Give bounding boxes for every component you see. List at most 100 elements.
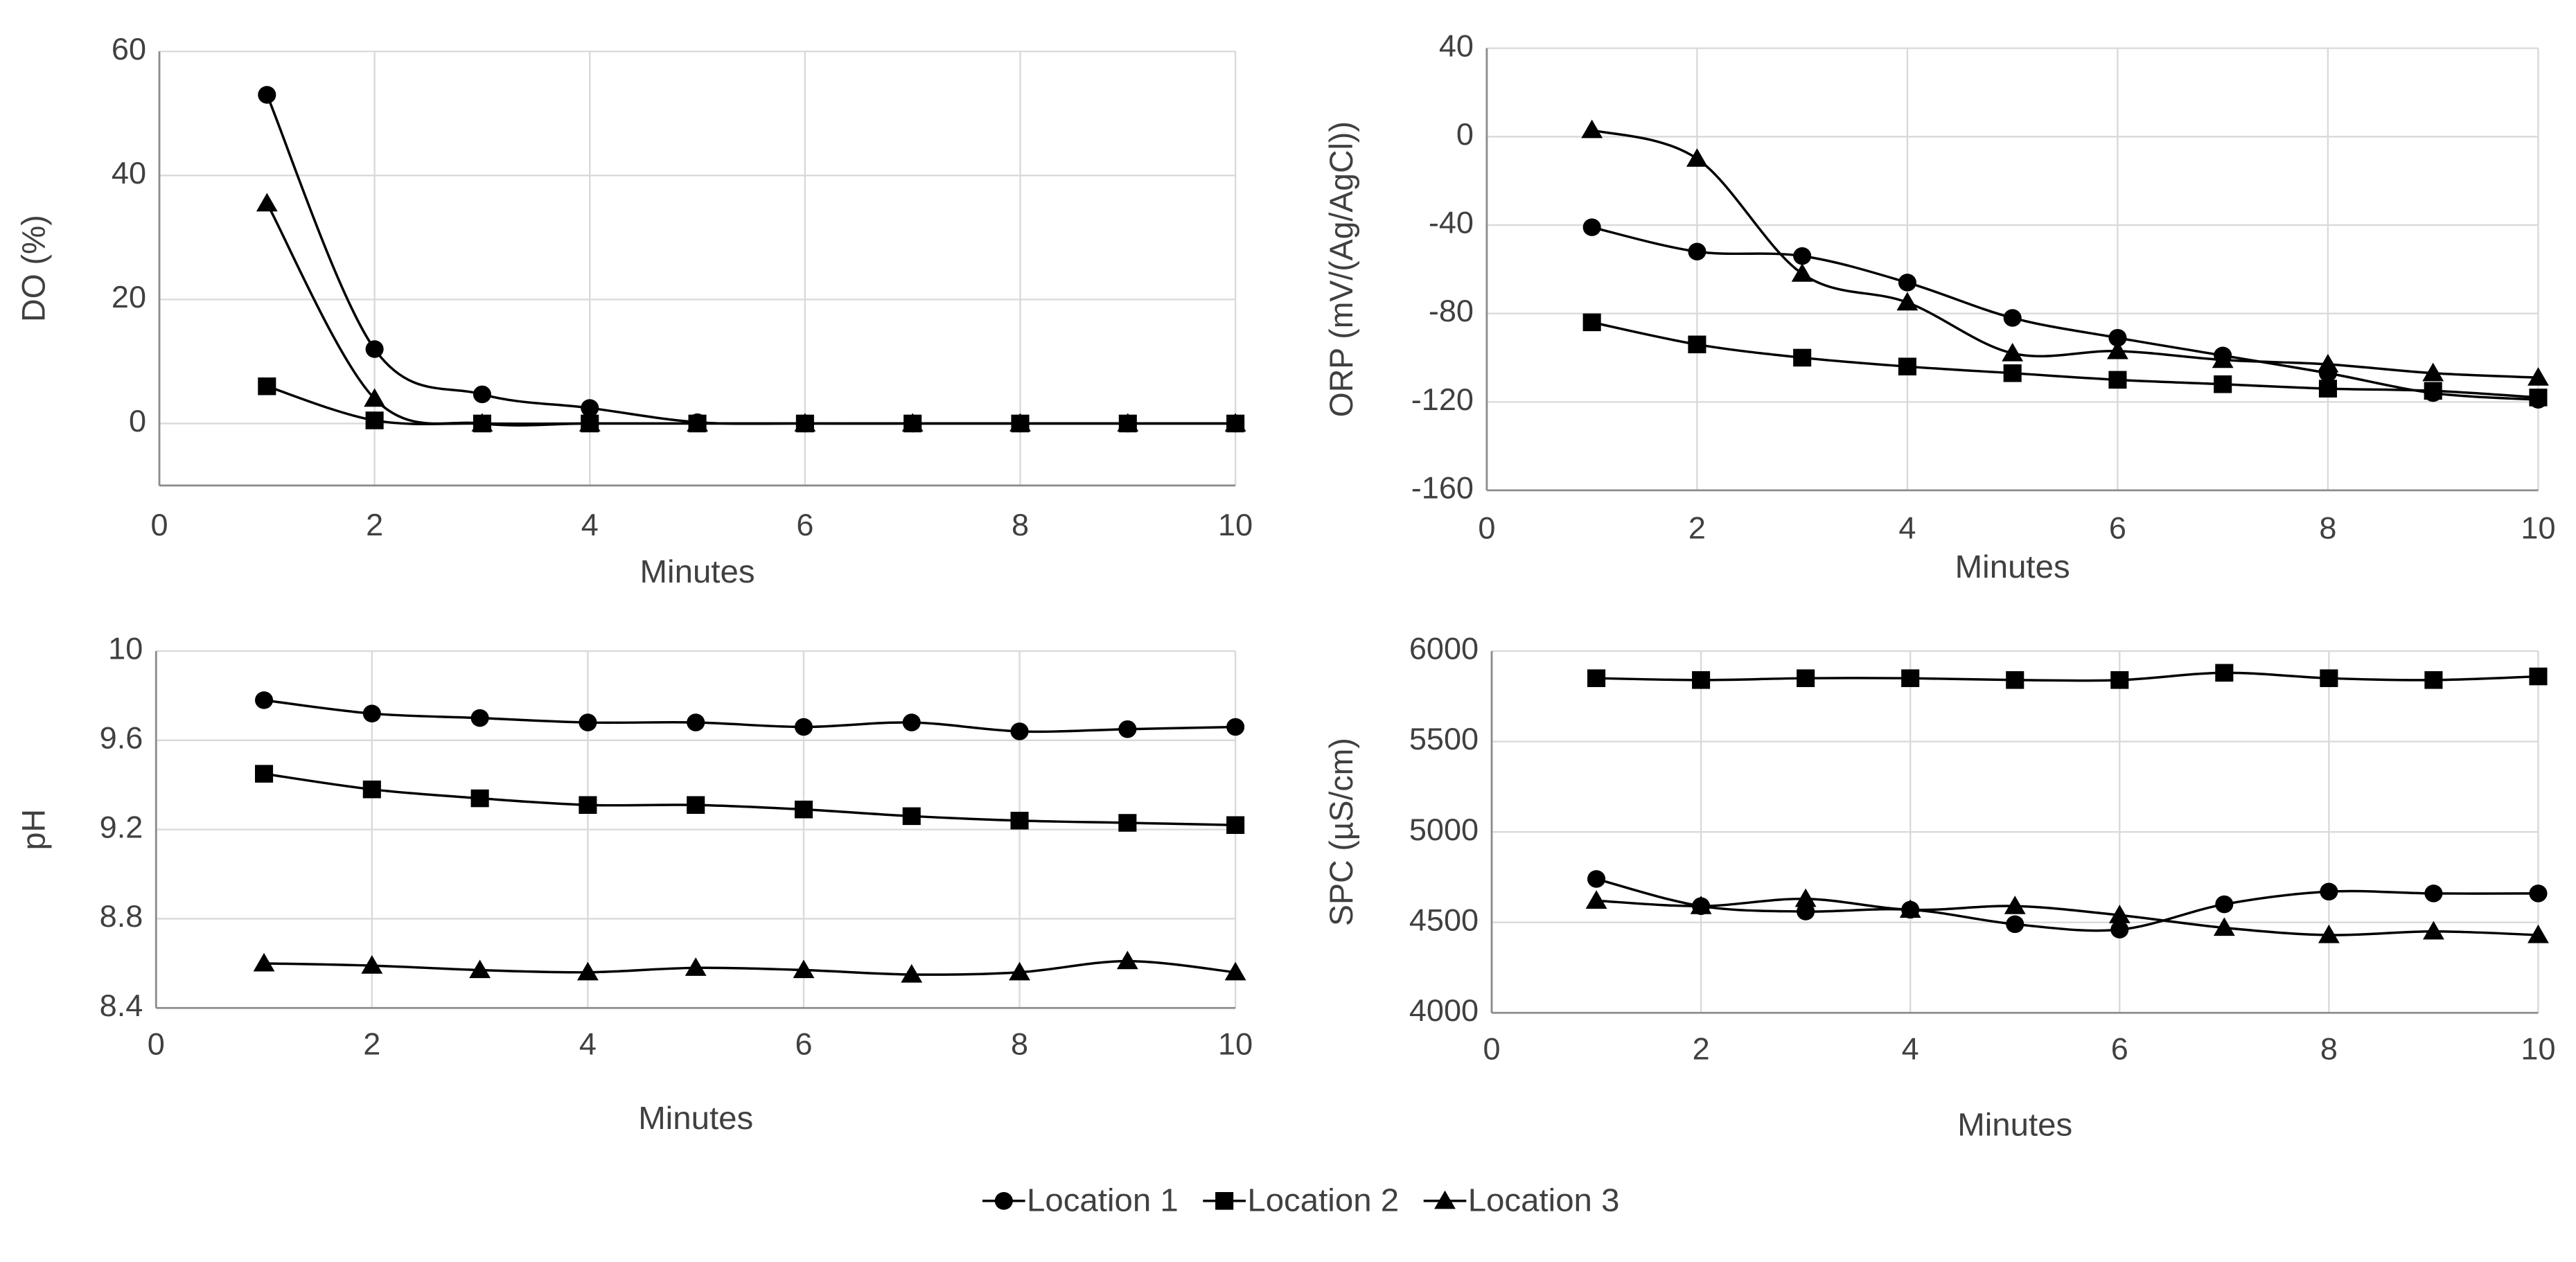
x-tick-label: 6 [795,1028,812,1061]
marker [2213,917,2235,936]
marker [2108,328,2127,347]
marker [1896,292,1918,311]
marker [1224,413,1246,432]
marker [2108,371,2127,389]
marker [1118,814,1137,832]
marker [1009,413,1031,432]
x-tick-label: 2 [1688,512,1706,545]
y-tick-label: 10 [108,632,143,666]
marker [258,377,276,396]
y-axis-title: pH [15,809,52,850]
marker [2215,895,2234,914]
x-axis-title: Minutes [638,1100,753,1135]
marker [361,955,383,974]
marker [470,789,489,808]
marker [1899,899,1921,918]
marker [255,765,274,783]
legend-item: Location 3 [1423,1182,1619,1218]
x-tick-label: 0 [1478,512,1495,545]
marker [2424,671,2443,689]
y-tick-label: -160 [1411,472,1474,505]
y-tick-label: 6000 [1409,632,1479,666]
x-tick-label: 4 [579,1028,597,1061]
x-tick-label: 8 [2320,1033,2338,1066]
x-tick-label: 8 [2319,512,2336,545]
marker [2110,671,2129,689]
marker [1794,888,1817,907]
y-tick-label: 8.8 [100,900,143,934]
marker [1793,247,1812,265]
marker [2215,664,2234,682]
x-tick-label: 6 [796,508,813,542]
series-line [1596,671,2539,682]
marker [1898,357,1916,375]
x-tick-label: 0 [1483,1033,1500,1066]
marker [1226,816,1245,834]
y-tick-label: 5000 [1409,813,1479,846]
x-tick-label: 6 [2111,1033,2128,1066]
marker [902,807,921,826]
x-tick-label: 8 [1012,508,1029,542]
series-line [264,959,1236,976]
series-line [1591,226,2539,401]
series-line [1591,321,2539,399]
marker [2107,340,2128,359]
marker [2006,915,2024,934]
marker [687,713,705,731]
marker [470,709,489,727]
x-tick-label: 10 [1218,1028,1253,1061]
marker [2422,362,2444,382]
x-tick-label: 4 [581,508,599,542]
marker [579,713,597,731]
x-tick-label: 0 [150,508,168,542]
marker [362,780,381,799]
y-tick-label: -40 [1429,206,1474,240]
marker [2424,382,2442,400]
series-line [265,202,1236,427]
y-tick-label: 60 [112,33,146,66]
y-tick-label: 9.2 [100,811,143,844]
y-tick-label: 9.6 [100,722,143,755]
x-tick-label: 2 [1693,1033,1710,1066]
marker [1587,669,1606,687]
x-tick-label: 4 [1898,512,1916,545]
marker [2529,667,2548,686]
marker [581,399,599,417]
x-tick-label: 0 [148,1028,165,1061]
marker [794,800,813,819]
y-tick-label: 8.4 [100,989,143,1022]
y-tick-label: 5500 [1409,723,1479,756]
marker [2529,885,2548,903]
marker [1117,413,1139,432]
marker [2003,364,2022,382]
x-tick-label: 10 [2521,1033,2555,1066]
marker [1581,119,1603,139]
marker [2320,882,2338,901]
marker [1010,811,1029,830]
marker [1116,950,1138,970]
marker [2214,375,2232,393]
y-tick-label: 0 [129,405,146,438]
marker [1688,335,1706,354]
marker [902,713,921,731]
marker [901,963,923,983]
marker [258,86,276,104]
x-tick-label: 2 [363,1028,380,1061]
y-tick-label: -80 [1429,295,1474,328]
marker [2528,924,2549,943]
series-line [265,94,1236,425]
y-tick-label: 40 [112,157,146,190]
marker [469,959,491,979]
marker [2318,380,2337,398]
marker [1688,242,1706,261]
x-axis-title: Minutes [1955,549,2070,584]
marker [1587,870,1606,888]
marker [1224,961,1246,981]
x-tick-label: 4 [1902,1033,1919,1066]
marker [2006,671,2024,689]
x-tick-label: 6 [2109,512,2126,545]
marker [794,718,813,736]
series-line [263,699,1236,734]
y-axis-title: ORP (mV/(Ag/AgCl)) [1323,121,1360,417]
